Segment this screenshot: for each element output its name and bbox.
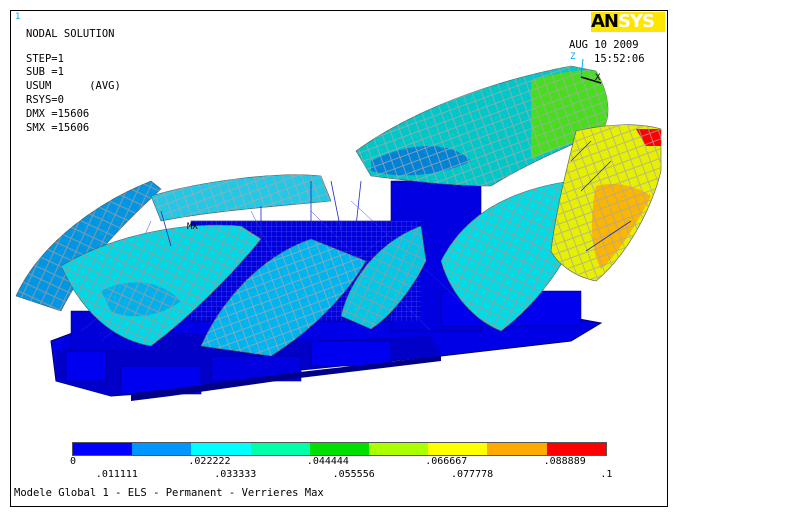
rsys-label: RSYS=0 bbox=[26, 94, 64, 106]
date-label: AUG 10 2009 bbox=[569, 39, 639, 51]
legend-tick-top: .088889 bbox=[543, 456, 586, 467]
legend-swatch bbox=[132, 443, 192, 455]
mx-marker-label: MX bbox=[187, 222, 198, 232]
legend-tick-bottom: .1 bbox=[600, 469, 613, 480]
axis-x-label: X bbox=[595, 73, 601, 83]
legend-swatch bbox=[250, 443, 310, 455]
legend-tick-bottom: .077778 bbox=[451, 469, 494, 480]
smx-label: SMX =15606 bbox=[26, 122, 90, 134]
sub-label: SUB =1 bbox=[26, 66, 64, 78]
step-label: STEP=1 bbox=[26, 53, 64, 65]
legend-swatch bbox=[546, 443, 606, 455]
legend-tick-bottom: .055556 bbox=[332, 469, 375, 480]
back-canopy bbox=[150, 174, 332, 222]
support-struts bbox=[160, 140, 632, 252]
legend-tick-top: .066667 bbox=[425, 456, 468, 467]
ansys-logo: ANSYS bbox=[591, 12, 665, 32]
legend-swatch bbox=[368, 443, 429, 455]
logo-part2: SYS bbox=[618, 12, 655, 32]
front-left-shell bbox=[60, 224, 262, 347]
legend-swatch bbox=[73, 443, 133, 455]
upper-right-shell bbox=[355, 65, 609, 187]
window-number: 1 bbox=[15, 12, 21, 22]
contour-legend-bar bbox=[72, 442, 607, 456]
fe-model-view[interactable]: Z X MX bbox=[11, 11, 667, 481]
legend-tick-top: .044444 bbox=[306, 456, 349, 467]
center-right-shell bbox=[340, 225, 427, 330]
legend-tick-top: .022222 bbox=[188, 456, 231, 467]
logo-part1: AN bbox=[591, 12, 619, 32]
legend-swatch bbox=[191, 443, 251, 455]
solution-title: NODAL SOLUTION bbox=[26, 28, 115, 40]
usum-label: USUM (AVG) bbox=[26, 80, 121, 92]
time-label: 15:52:06 bbox=[594, 53, 645, 65]
legend-tick-top: 0 bbox=[70, 456, 77, 467]
far-right-yellow-shell bbox=[550, 124, 662, 282]
axis-triad: Z X bbox=[570, 52, 602, 84]
legend-tick-bottom: .033333 bbox=[214, 469, 257, 480]
graphics-window[interactable]: 1 ANSYS NODAL SOLUTION STEP=1 SUB =1 USU… bbox=[10, 10, 668, 507]
model-title-footer: Modele Global 1 - ELS - Permanent - Verr… bbox=[14, 487, 324, 499]
axis-z-label: Z bbox=[570, 52, 576, 62]
dmx-label: DMX =15606 bbox=[26, 108, 90, 120]
right-cyan-shell bbox=[440, 180, 582, 332]
center-shell bbox=[200, 238, 367, 357]
legend-swatch bbox=[309, 443, 369, 455]
legend-swatch bbox=[487, 443, 547, 455]
legend-tick-bottom: .011111 bbox=[95, 469, 138, 480]
legend-swatch bbox=[428, 443, 488, 455]
